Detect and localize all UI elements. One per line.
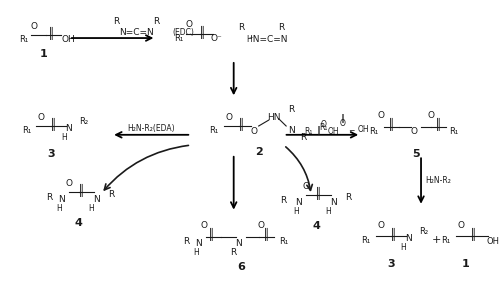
Text: O: O: [321, 120, 326, 129]
Text: 2: 2: [255, 147, 263, 157]
Text: ║: ║: [435, 118, 442, 131]
Text: H: H: [61, 133, 67, 142]
Text: O: O: [65, 179, 72, 188]
Text: N=C=N: N=C=N: [119, 28, 153, 37]
Text: R₁: R₁: [174, 33, 184, 43]
Text: R: R: [183, 237, 189, 246]
Text: H₂N-R₂(EDA): H₂N-R₂(EDA): [127, 124, 175, 133]
Text: ─: ─: [349, 125, 354, 134]
Text: R₁: R₁: [319, 123, 328, 132]
Text: R₁: R₁: [304, 127, 312, 136]
Text: R₁: R₁: [441, 236, 451, 245]
Text: ‖: ‖: [317, 126, 321, 135]
Text: (EDC): (EDC): [173, 28, 195, 37]
Text: N: N: [288, 126, 295, 135]
Text: N: N: [65, 124, 72, 133]
Text: ║: ║: [390, 228, 397, 241]
Text: N: N: [405, 234, 412, 243]
Text: R₁: R₁: [369, 127, 378, 136]
Text: ‖: ‖: [341, 114, 345, 123]
Text: 1: 1: [40, 49, 48, 59]
Text: H: H: [89, 204, 94, 213]
Text: 6: 6: [237, 262, 245, 272]
Text: R₂: R₂: [79, 117, 89, 126]
Text: +: +: [432, 235, 441, 245]
Text: O: O: [428, 111, 435, 120]
Text: O: O: [303, 182, 310, 191]
Text: R: R: [46, 193, 52, 202]
Text: O: O: [225, 113, 232, 122]
Text: ║: ║: [315, 187, 322, 200]
Text: R₁: R₁: [279, 237, 288, 246]
Text: R: R: [108, 190, 114, 200]
Text: O: O: [250, 127, 257, 136]
Text: N: N: [330, 198, 337, 207]
Text: 4: 4: [312, 221, 320, 231]
Text: O: O: [458, 221, 464, 230]
Text: R₂: R₂: [419, 227, 428, 236]
Text: O⁻: O⁻: [210, 33, 222, 43]
Text: R: R: [281, 196, 287, 205]
Text: OH: OH: [487, 237, 500, 246]
Text: ║: ║: [388, 118, 394, 131]
Text: R: R: [230, 247, 237, 257]
Text: R: R: [278, 23, 284, 32]
Text: ║: ║: [78, 184, 85, 197]
Text: O: O: [38, 113, 45, 122]
Text: OH: OH: [358, 125, 369, 134]
Text: O: O: [200, 221, 207, 230]
Text: O: O: [340, 119, 346, 128]
Text: H: H: [293, 207, 299, 215]
Text: 1: 1: [462, 259, 470, 269]
Text: N: N: [58, 195, 65, 204]
Text: H: H: [56, 204, 62, 213]
Text: N: N: [195, 239, 202, 248]
Text: O: O: [185, 20, 192, 29]
Text: R: R: [238, 23, 244, 32]
Text: 3: 3: [47, 149, 55, 159]
Text: ║: ║: [50, 118, 57, 131]
Text: R: R: [346, 193, 352, 202]
Text: R₁: R₁: [209, 126, 218, 135]
Text: R₁: R₁: [449, 127, 458, 136]
Text: R₁: R₁: [22, 126, 31, 135]
Text: R: R: [153, 17, 159, 26]
Text: H₂N-R₂: H₂N-R₂: [426, 176, 452, 185]
Text: ║: ║: [199, 26, 206, 39]
Text: H: H: [193, 247, 199, 257]
Text: O: O: [378, 111, 385, 120]
Text: R₁: R₁: [19, 35, 29, 44]
Text: 5: 5: [412, 149, 420, 159]
Text: H: H: [326, 207, 331, 215]
Text: ⁺N=C=N: ⁺N=C=N: [249, 35, 288, 44]
Text: ║: ║: [208, 228, 215, 241]
Text: OH: OH: [62, 35, 76, 44]
Text: ║: ║: [238, 118, 244, 131]
Text: 3: 3: [387, 259, 395, 269]
Text: O: O: [410, 127, 417, 136]
Text: ║: ║: [263, 228, 270, 241]
Text: N: N: [295, 198, 302, 207]
Text: 4: 4: [75, 218, 83, 228]
Text: HN: HN: [267, 113, 280, 122]
Text: O: O: [30, 22, 37, 31]
Text: R: R: [113, 17, 119, 26]
Text: H: H: [246, 35, 252, 44]
Text: N: N: [93, 195, 100, 204]
Text: N: N: [235, 239, 242, 248]
Text: ║: ║: [48, 27, 55, 40]
Text: O: O: [258, 221, 265, 230]
Text: R: R: [300, 133, 307, 142]
Text: O: O: [378, 221, 385, 230]
Text: R: R: [288, 105, 294, 114]
Text: ║: ║: [470, 228, 477, 241]
Text: R₁: R₁: [362, 236, 371, 245]
Text: H: H: [401, 243, 406, 252]
Text: OH: OH: [328, 127, 340, 136]
